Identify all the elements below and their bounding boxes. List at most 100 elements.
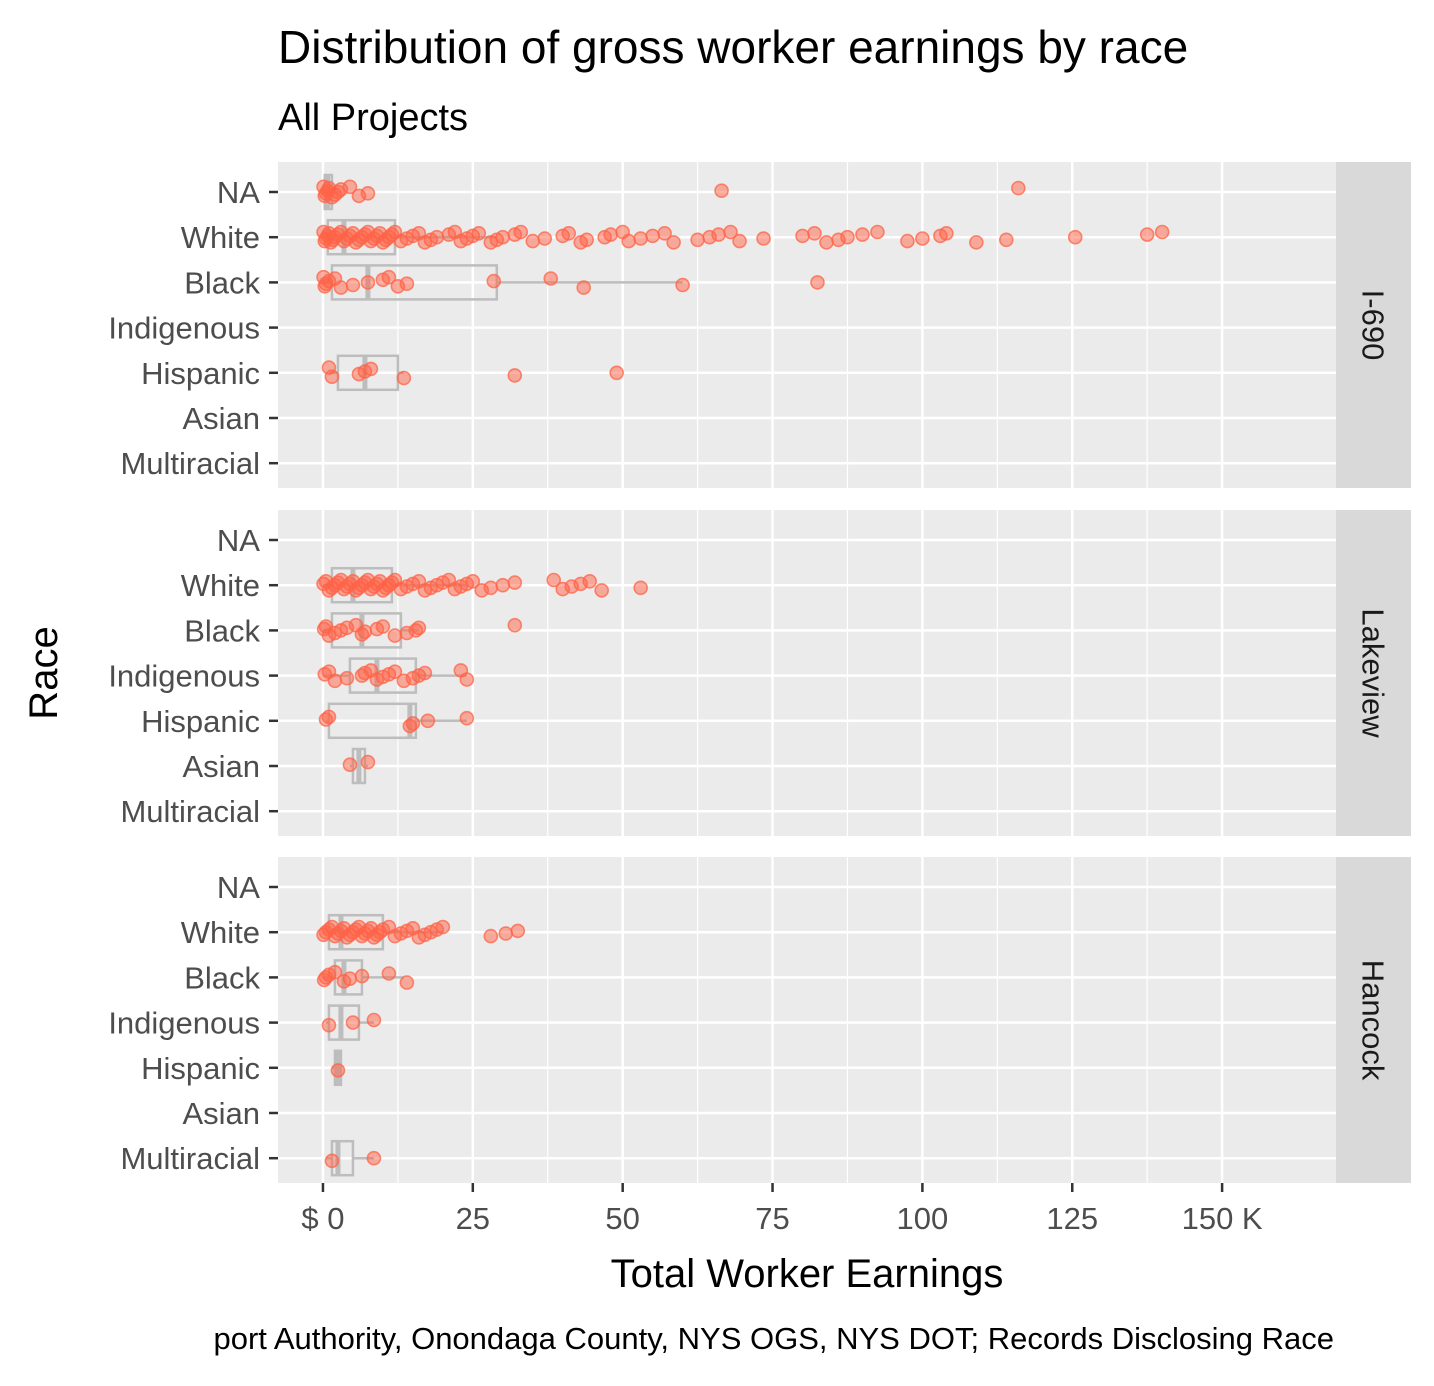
- data-point: [594, 583, 609, 598]
- facet-strip: [1336, 162, 1411, 488]
- facet-strip: [1336, 857, 1411, 1183]
- data-point: [363, 361, 379, 377]
- data-point: [420, 713, 436, 729]
- data-point: [633, 580, 648, 596]
- data-point: [732, 233, 747, 249]
- x-tick-label: $ 0: [301, 1201, 344, 1236]
- data-point: [1139, 227, 1155, 242]
- data-point: [969, 235, 984, 250]
- data-point: [435, 919, 451, 935]
- data-point: [855, 227, 870, 242]
- chart-title: Distribution of gross worker earnings by…: [278, 21, 1188, 73]
- facet-panel: NA White Black Indigenous Hispanic Asian Multi…: [108, 857, 1411, 1183]
- data-point: [342, 757, 358, 773]
- data-point: [537, 231, 553, 246]
- data-point: [339, 670, 355, 686]
- data-point: [360, 186, 376, 201]
- facet-strip-label: Lakeview: [1356, 608, 1391, 738]
- y-tick-label: Black: [184, 960, 260, 995]
- y-tick-label: Black: [184, 613, 260, 648]
- data-point: [330, 1063, 346, 1078]
- data-point: [582, 573, 598, 589]
- y-tick-label: White: [181, 568, 260, 603]
- data-point: [507, 575, 523, 590]
- data-point: [900, 233, 915, 249]
- y-tick-label: Indigenous: [108, 1006, 260, 1041]
- data-point: [1154, 224, 1170, 240]
- data-point: [1067, 229, 1083, 245]
- data-point: [543, 271, 559, 286]
- chart-caption: port Authority, Onondaga County, NYS OGS…: [214, 1321, 1335, 1356]
- data-point: [513, 224, 529, 240]
- x-tick-label: 125: [1046, 1201, 1098, 1236]
- data-point: [870, 224, 885, 240]
- y-tick-label: Multiracial: [120, 446, 260, 481]
- data-point: [366, 1012, 382, 1028]
- data-point: [324, 1153, 340, 1169]
- data-point: [396, 370, 412, 386]
- data-point: [333, 280, 349, 295]
- facet-strip: [1336, 510, 1411, 836]
- facet-panels: NA White Black Indigenous Hispanic Asian Multi…: [108, 162, 1411, 1183]
- data-point: [324, 369, 340, 385]
- data-point: [483, 580, 499, 596]
- data-point: [711, 227, 726, 242]
- data-point: [327, 964, 343, 980]
- data-point: [840, 229, 855, 245]
- y-tick-label: Asian: [182, 749, 260, 784]
- y-tick-label: Multiracial: [120, 794, 260, 829]
- data-point: [690, 232, 705, 248]
- data-point: [645, 228, 660, 244]
- y-tick-label: Indigenous: [108, 311, 260, 346]
- x-tick-label: 75: [755, 1201, 789, 1236]
- data-point: [417, 665, 433, 681]
- data-point: [609, 365, 624, 381]
- data-point: [657, 226, 672, 241]
- data-point: [939, 226, 954, 241]
- y-tick-label: Hispanic: [141, 704, 260, 739]
- data-point: [795, 228, 810, 244]
- data-point: [603, 227, 618, 242]
- data-point: [387, 664, 403, 680]
- data-point: [483, 928, 499, 944]
- y-tick-label: NA: [217, 523, 260, 558]
- data-point: [1011, 180, 1026, 196]
- y-tick-label: Asian: [182, 401, 260, 436]
- y-tick-label: NA: [217, 870, 260, 905]
- data-point: [429, 229, 445, 245]
- y-tick-label: Hispanic: [141, 1051, 260, 1086]
- data-point: [321, 709, 337, 725]
- data-point: [915, 231, 930, 246]
- panel-background: [278, 857, 1336, 1183]
- data-point: [756, 231, 771, 246]
- data-point: [675, 277, 690, 293]
- x-tick-label: 150 K: [1182, 1201, 1263, 1236]
- data-point: [723, 224, 738, 240]
- y-axis-title: Race: [22, 626, 66, 719]
- data-point: [465, 573, 481, 589]
- data-point: [354, 968, 370, 984]
- data-point: [714, 183, 729, 198]
- data-point: [666, 235, 681, 250]
- data-point: [576, 280, 592, 295]
- data-point: [411, 620, 427, 636]
- data-point: [342, 179, 358, 195]
- data-point: [327, 673, 343, 689]
- data-point: [807, 226, 822, 241]
- x-tick-label: 50: [605, 1201, 639, 1236]
- data-point: [399, 276, 415, 292]
- data-point: [366, 1150, 382, 1166]
- chart-subtitle: All Projects: [278, 97, 468, 139]
- data-point: [999, 232, 1014, 248]
- data-point: [471, 226, 487, 241]
- facet-strip-label: Hancock: [1356, 960, 1391, 1081]
- data-point: [357, 624, 373, 640]
- data-point: [819, 235, 834, 250]
- data-point: [525, 233, 541, 249]
- data-point: [345, 1015, 361, 1030]
- data-point: [405, 716, 421, 731]
- y-tick-label: White: [181, 220, 260, 255]
- data-point: [360, 275, 376, 290]
